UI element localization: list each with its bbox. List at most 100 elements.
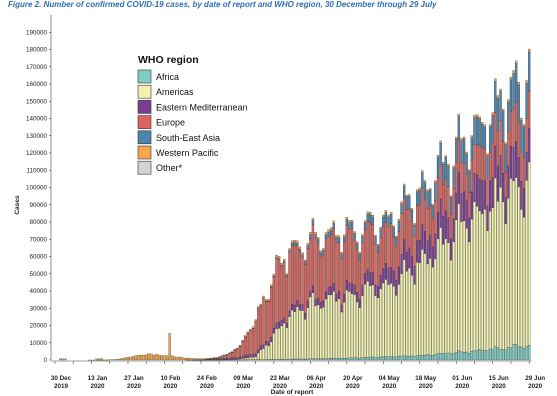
- bar-segment-americas-day-95: [301, 310, 304, 360]
- bar-segment-europe-day-137: [410, 221, 414, 257]
- bar-segment-europe-day-69: [233, 349, 236, 358]
- bar-segment-africa-day-104: [324, 358, 328, 361]
- bar-segment-western-pacific-day-165: [483, 124, 487, 128]
- bar-segment-western-pacific-day-146: [434, 180, 437, 183]
- bar-segment-south-east-asia-day-104: [324, 234, 328, 239]
- bar-segment-europe-day-140: [418, 203, 421, 241]
- bar-segment-western-pacific-day-59: [207, 357, 210, 360]
- bar-segment-americas-day-151: [447, 242, 450, 354]
- bar-segment-europe-day-177: [515, 101, 518, 142]
- bar-segment-africa-day-149: [442, 353, 445, 361]
- bar-segment-western-pacific-day-152: [449, 195, 453, 198]
- bar-segment-south-east-asia-day-143: [426, 191, 429, 209]
- bar-segment-western-pacific-day-182: [528, 48, 531, 52]
- y-tick-label: 110000: [26, 167, 47, 174]
- bar-segment-africa-day-129: [389, 356, 393, 361]
- bar-segment-eastern-mediterranean-day-106: [330, 286, 333, 295]
- bar-segment-europe-day-87: [280, 266, 283, 321]
- bar-segment-south-east-asia-day-127: [384, 212, 388, 223]
- bar-segment-europe-day-147: [436, 177, 440, 213]
- bar-segment-africa-day-155: [457, 350, 460, 361]
- bar-segment-eastern-mediterranean-day-87: [280, 320, 283, 326]
- bar-segment-europe-day-104: [324, 238, 328, 293]
- bar-segment-south-east-asia-day-176: [512, 73, 515, 110]
- bar-segment-europe-day-115: [353, 240, 356, 286]
- bar-segment-western-pacific-day-58: [204, 358, 208, 360]
- bar-segment-americas-day-146: [434, 258, 437, 355]
- x-tick-label-year: 2019: [54, 383, 69, 390]
- bar-segment-americas-day-117: [358, 307, 361, 359]
- bar-segment-western-pacific-day-138: [413, 223, 416, 226]
- bar-segment-americas-day-75: [249, 357, 252, 360]
- bar-segment-eastern-mediterranean-day-110: [340, 304, 343, 313]
- bar-segment-south-east-asia-day-167: [488, 126, 492, 153]
- bar-segment-western-pacific-day-36: [147, 353, 150, 361]
- bar-segment-western-pacific-day-157: [462, 136, 466, 140]
- bar-segment-europe-day-165: [483, 149, 487, 181]
- bar-segment-eastern-mediterranean-day-121: [369, 272, 372, 286]
- bar-segment-eastern-mediterranean-day-174: [507, 165, 510, 199]
- bar-segment-south-east-asia-day-105: [327, 231, 330, 237]
- bar-segment-western-pacific-day-167: [488, 124, 492, 127]
- bar-segment-africa-day-128: [387, 356, 390, 361]
- bar-segment-south-east-asia-day-92: [293, 242, 296, 246]
- bar-segment-europe-day-135: [405, 209, 408, 253]
- bar-segment-africa-day-120: [366, 357, 369, 361]
- bar-segment-south-east-asia-day-88: [283, 261, 286, 263]
- bar-segment-americas-day-115: [353, 294, 356, 358]
- bar-segment-europe-day-134: [402, 197, 406, 240]
- y-tick-label: 170000: [26, 64, 48, 71]
- bar-segment-eastern-mediterranean-day-81: [264, 341, 268, 346]
- bar-segment-africa-day-130: [392, 356, 395, 361]
- bar-segment-americas-day-122: [371, 284, 375, 358]
- bar-segment-south-east-asia-day-135: [405, 196, 408, 210]
- y-tick-label: 120000: [26, 150, 48, 157]
- bar-segment-south-east-asia-day-121: [369, 214, 372, 223]
- bar-segment-western-pacific-day-166: [486, 153, 489, 156]
- bar-segment-europe-day-96: [303, 264, 307, 314]
- bar-segment-africa-day-119: [363, 357, 367, 361]
- bar-segment-americas-day-99: [311, 292, 315, 359]
- bar-segment-eastern-mediterranean-day-117: [358, 299, 361, 308]
- bar-segment-africa-day-96: [303, 358, 307, 361]
- bar-segment-south-east-asia-day-177: [515, 63, 518, 103]
- bar-segment-eastern-mediterranean-day-129: [389, 267, 393, 284]
- bar-segment-western-pacific-day-101: [317, 237, 320, 240]
- bar-segment-americas-day-79: [259, 349, 262, 360]
- bar-segment-americas-day-167: [488, 210, 492, 350]
- bar-segment-western-pacific-day-75: [249, 328, 252, 331]
- bar-segment-western-pacific-day-38: [152, 354, 156, 361]
- bar-segment-south-east-asia-day-98: [309, 234, 312, 239]
- bar-segment-americas-day-159: [468, 241, 471, 354]
- bar-segment-africa-day-179: [520, 346, 523, 361]
- bar-segment-europe-day-79: [259, 306, 262, 346]
- bar-segment-europe-day-74: [246, 333, 249, 356]
- bar-segment-western-pacific-day-35: [145, 354, 148, 361]
- bar-segment-europe-day-94: [298, 251, 302, 305]
- bar-segment-americas-day-150: [444, 238, 447, 354]
- bar-segment-south-east-asia-day-182: [528, 51, 531, 92]
- y-tick-label: 190000: [26, 29, 48, 36]
- bar-segment-europe-day-91: [290, 245, 294, 305]
- bar-segment-western-pacific-day-102: [319, 250, 322, 253]
- bar-segment-americas-day-171: [499, 186, 502, 350]
- bar-segment-americas-day-147: [436, 238, 440, 354]
- bar-segment-americas-day-94: [298, 309, 302, 360]
- bar-segment-africa-day-131: [395, 356, 398, 361]
- bar-segment-eastern-mediterranean-day-102: [319, 302, 322, 309]
- bar-segment-eastern-mediterranean-day-114: [350, 283, 354, 294]
- bar-segment-eastern-mediterranean-day-158: [465, 200, 468, 229]
- bar-segment-south-east-asia-day-124: [376, 245, 380, 253]
- bar-segment-europe-day-178: [517, 122, 520, 158]
- bar-segment-south-east-asia-day-153: [452, 167, 455, 189]
- bar-segment-eastern-mediterranean-day-98: [309, 290, 312, 298]
- bar-segment-western-pacific-day-30: [132, 356, 135, 361]
- bar-segment-south-east-asia-day-170: [496, 98, 500, 131]
- bar-segment-americas-day-135: [405, 270, 408, 357]
- bar-segment-africa-day-144: [429, 355, 432, 361]
- bar-segment-south-east-asia-day-160: [470, 137, 474, 161]
- bar-segment-africa-day-101: [317, 358, 320, 361]
- bar-segment-africa-day-166: [486, 350, 489, 361]
- bar-segment-western-pacific-day-71: [238, 345, 242, 347]
